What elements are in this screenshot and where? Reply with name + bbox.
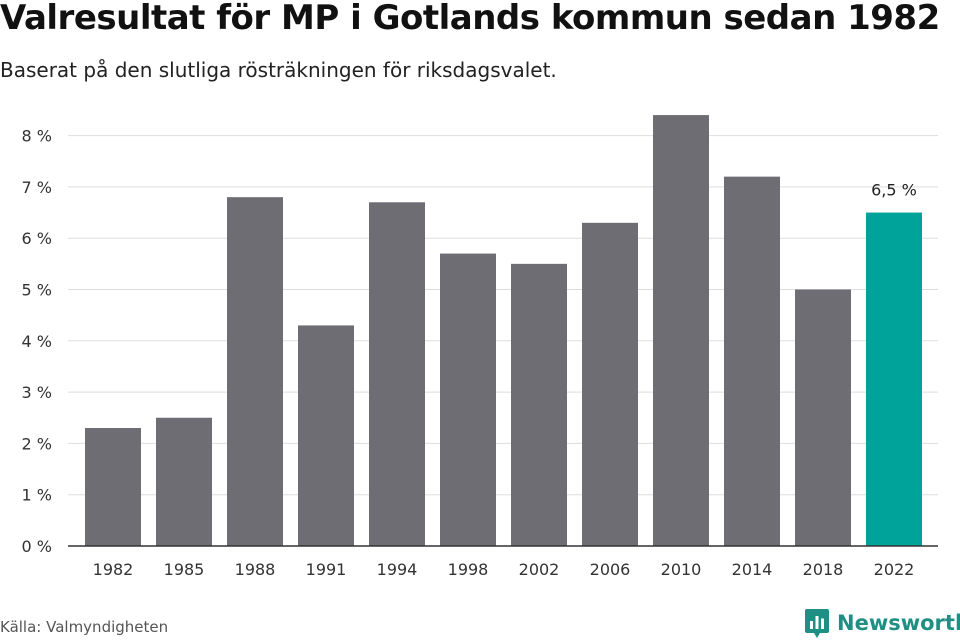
y-tick-label: 2 % bbox=[22, 434, 52, 453]
x-tick-label: 1991 bbox=[306, 560, 347, 579]
y-tick-label: 5 % bbox=[22, 281, 52, 300]
x-tick-label: 1998 bbox=[448, 560, 489, 579]
y-tick-label: 7 % bbox=[22, 178, 52, 197]
chart-title: Valresultat för MP i Gotlands kommun sed… bbox=[0, 0, 940, 38]
brand-logo: Newsworthy bbox=[804, 607, 960, 639]
bar-1994 bbox=[369, 202, 425, 547]
x-tick-label: 2010 bbox=[661, 560, 702, 579]
bar-1982 bbox=[85, 428, 141, 546]
y-tick-label: 3 % bbox=[22, 383, 52, 402]
x-tick-label: 2022 bbox=[874, 560, 915, 579]
bar-2018 bbox=[795, 289, 851, 546]
y-tick-label: 6 % bbox=[22, 229, 52, 248]
x-tick-label: 2006 bbox=[590, 560, 631, 579]
bar-2010 bbox=[653, 115, 709, 546]
chart-subtitle: Baserat på den slutliga rösträkningen fö… bbox=[0, 58, 557, 82]
bar-2002 bbox=[511, 263, 567, 546]
x-tick-label: 1988 bbox=[235, 560, 276, 579]
source-note: Källa: Valmyndigheten bbox=[0, 618, 169, 636]
x-tick-label: 1982 bbox=[93, 560, 134, 579]
bar-2006 bbox=[582, 222, 638, 546]
bar-2022 bbox=[866, 212, 922, 547]
data-label: 6,5 % bbox=[871, 181, 917, 200]
bar-1991 bbox=[298, 325, 354, 546]
bar-1985 bbox=[156, 417, 212, 546]
newsworthy-logo-icon bbox=[805, 609, 829, 638]
y-tick-label: 4 % bbox=[22, 332, 52, 351]
bar-1998 bbox=[440, 253, 496, 546]
brand-name: Newsworthy bbox=[837, 611, 960, 635]
x-tick-label: 2002 bbox=[519, 560, 560, 579]
y-tick-label: 8 % bbox=[22, 127, 52, 146]
x-tick-label: 1985 bbox=[164, 560, 205, 579]
x-tick-label: 2014 bbox=[732, 560, 773, 579]
y-tick-label: 0 % bbox=[22, 537, 52, 556]
x-tick-label: 1994 bbox=[377, 560, 418, 579]
bar-chart: 0 % 1 % 2 % 3 % 4 % 5 % 6 % 7 % 8 % 1982 1985 1988 1… bbox=[22, 115, 938, 579]
y-tick-label: 1 % bbox=[22, 486, 52, 505]
bar-1988 bbox=[227, 197, 283, 546]
x-tick-label: 2018 bbox=[803, 560, 844, 579]
bar-2014 bbox=[724, 176, 780, 546]
